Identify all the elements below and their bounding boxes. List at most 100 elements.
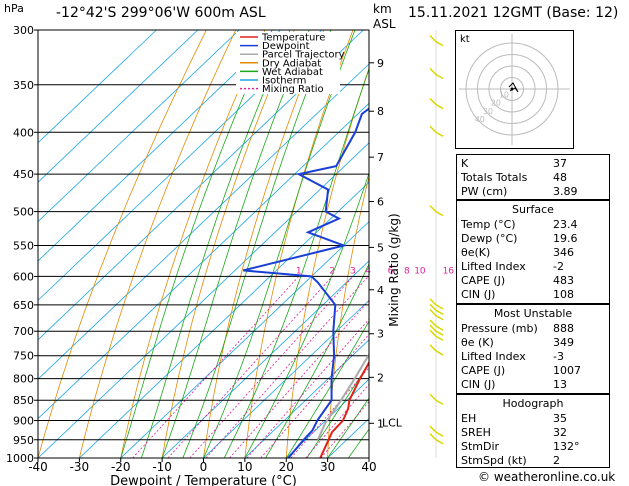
pressure-tick-label: 1000 bbox=[6, 452, 34, 465]
general-index-value: 48 bbox=[553, 171, 567, 184]
surface-index-key: θe(K) bbox=[461, 246, 491, 259]
hodograph-ring-label: 20 bbox=[491, 99, 501, 108]
surface-index-value: -2 bbox=[553, 260, 564, 273]
wind-barb bbox=[429, 425, 444, 437]
isotherm-line bbox=[38, 30, 364, 341]
temperature-tick-label: -20 bbox=[111, 460, 131, 474]
hodograph-index-value: 32 bbox=[553, 426, 567, 439]
temperature-tick-label: 0 bbox=[200, 460, 208, 474]
isotherm-line bbox=[79, 181, 369, 458]
hodograph-index-row: StmDir 132° bbox=[461, 440, 605, 454]
copyright-label: © weatheronline.co.uk bbox=[478, 470, 616, 484]
wind-barb bbox=[429, 344, 444, 356]
isotherm-line bbox=[161, 260, 369, 458]
mixing-ratio-axis-title: Mixing Ratio (g/kg) bbox=[387, 213, 401, 326]
isotherm-line bbox=[38, 142, 369, 458]
parcel-trajectory-series bbox=[316, 352, 369, 441]
hodograph-index-row: StmSpd (kt) 2 bbox=[461, 454, 605, 468]
surface-index-row: Dewp (°C) 19.6 bbox=[461, 232, 605, 246]
mixing-ratio-line bbox=[132, 276, 300, 458]
pressure-tick-label: 400 bbox=[13, 126, 34, 139]
dry-adiabat-line bbox=[79, 30, 237, 458]
isotherm-line bbox=[286, 378, 369, 458]
surface-index-row: CIN (J) 108 bbox=[461, 288, 605, 302]
dry-adiabat-line bbox=[410, 30, 455, 458]
hodograph-index-key: EH bbox=[461, 412, 477, 425]
most-unstable-index-row: CAPE (J) 1007 bbox=[461, 364, 605, 378]
surface-index-row: θe(K) 346 bbox=[461, 246, 605, 260]
mixing-ratio-label: 16 bbox=[443, 266, 455, 276]
wind-barb bbox=[429, 98, 444, 110]
legend-label: Temperature bbox=[261, 33, 325, 44]
km-tick-label: 1 bbox=[377, 417, 384, 430]
most-unstable-index-key: θe (K) bbox=[461, 336, 494, 349]
mixing-ratio-line bbox=[305, 383, 369, 458]
km-tick-label: 2 bbox=[377, 371, 384, 384]
surface-index-value: 108 bbox=[553, 288, 574, 301]
km-tick-label: 8 bbox=[377, 105, 384, 118]
indices-most-unstable-box: Most Unstable Pressure (mb) 888 θe (K) 349 Li… bbox=[456, 304, 610, 394]
isotherm-line bbox=[38, 102, 369, 420]
asl-label: ASL bbox=[373, 17, 396, 31]
surface-index-row: Temp (°C) 23.4 bbox=[461, 218, 605, 232]
surface-index-value: 19.6 bbox=[553, 232, 578, 245]
isotherm-line bbox=[38, 30, 240, 223]
isotherm-line bbox=[38, 30, 323, 301]
general-index-row: K 37 bbox=[461, 157, 605, 171]
km-tick-label: 6 bbox=[377, 195, 384, 208]
wind-barb bbox=[429, 303, 444, 315]
dry-adiabat-line bbox=[120, 30, 266, 458]
hodograph-ring-label: 10 bbox=[499, 90, 509, 99]
location-title: -12°42'S 299°06'W 600m ASL bbox=[56, 5, 266, 21]
wind-barbs bbox=[429, 30, 444, 458]
wind-barb bbox=[429, 125, 444, 137]
hodograph-index-value: 35 bbox=[553, 412, 567, 425]
hpa-label: hPa bbox=[4, 2, 24, 15]
wet-adiabat-line bbox=[347, 428, 369, 458]
mixing-ratio-line bbox=[167, 276, 333, 458]
temperature-tick-label: 30 bbox=[320, 460, 335, 474]
temperature-series bbox=[319, 360, 369, 458]
general-index-key: PW (cm) bbox=[461, 185, 508, 198]
surface-index-row: Lifted Index -2 bbox=[461, 260, 605, 274]
mixing-ratio-line bbox=[290, 366, 369, 458]
hodograph-index-key: SREH bbox=[461, 426, 491, 439]
hodograph-index-row: SREH 32 bbox=[461, 426, 605, 440]
mixing-ratio-line bbox=[205, 276, 369, 458]
most-unstable-index-row: Pressure (mb) 888 bbox=[461, 322, 605, 336]
hodograph-ring-label: 30 bbox=[483, 107, 493, 116]
hodograph-index-title: Hodograph bbox=[502, 397, 564, 410]
pressure-tick-label: 500 bbox=[13, 206, 34, 219]
km-tick-label: 4 bbox=[377, 284, 384, 297]
pressure-tick-label: 450 bbox=[13, 168, 34, 181]
most-unstable-index-row: Lifted Index -3 bbox=[461, 350, 605, 364]
pressure-tick-label: 550 bbox=[13, 239, 34, 252]
km-tick-label: 3 bbox=[377, 328, 384, 341]
indices-hodograph-box: Hodograph EH 35 SREH 32 StmDir 132° StmSpd (kt)… bbox=[456, 394, 610, 468]
most-unstable-index-key: CIN (J) bbox=[461, 378, 496, 391]
skew-t-chart: 1234681016202530035040045050055060065070… bbox=[6, 24, 455, 486]
legend-label: Dewpoint bbox=[262, 41, 310, 52]
surface-index-key: CIN (J) bbox=[461, 288, 496, 301]
legend-label: Mixing Ratio bbox=[262, 84, 324, 95]
pressure-tick-label: 850 bbox=[13, 394, 34, 407]
surface-index-value: 483 bbox=[553, 274, 574, 287]
wet-adiabat-line bbox=[285, 320, 369, 458]
wind-barb bbox=[429, 205, 444, 217]
most-unstable-index-value: -3 bbox=[553, 350, 564, 363]
most-unstable-index-key: CAPE (J) bbox=[461, 364, 506, 377]
lcl-label: LCL bbox=[382, 417, 403, 430]
most-unstable-index-row: CIN (J) 13 bbox=[461, 378, 605, 392]
mixing-ratio-label: 6 bbox=[388, 266, 394, 276]
surface-index-key: Lifted Index bbox=[461, 260, 526, 273]
general-index-value: 3.89 bbox=[553, 185, 578, 198]
most-unstable-index-value: 13 bbox=[553, 378, 567, 391]
surface-index-value: 346 bbox=[553, 246, 574, 259]
isotherm-line bbox=[38, 30, 281, 262]
surface-index-key: Temp (°C) bbox=[461, 218, 516, 231]
legend-label: Parcel Trajectory bbox=[262, 50, 345, 61]
legend-label: Wet Adiabat bbox=[262, 67, 323, 78]
hodograph-index-key: StmSpd (kt) bbox=[461, 454, 527, 467]
pressure-tick-label: 350 bbox=[13, 79, 34, 92]
